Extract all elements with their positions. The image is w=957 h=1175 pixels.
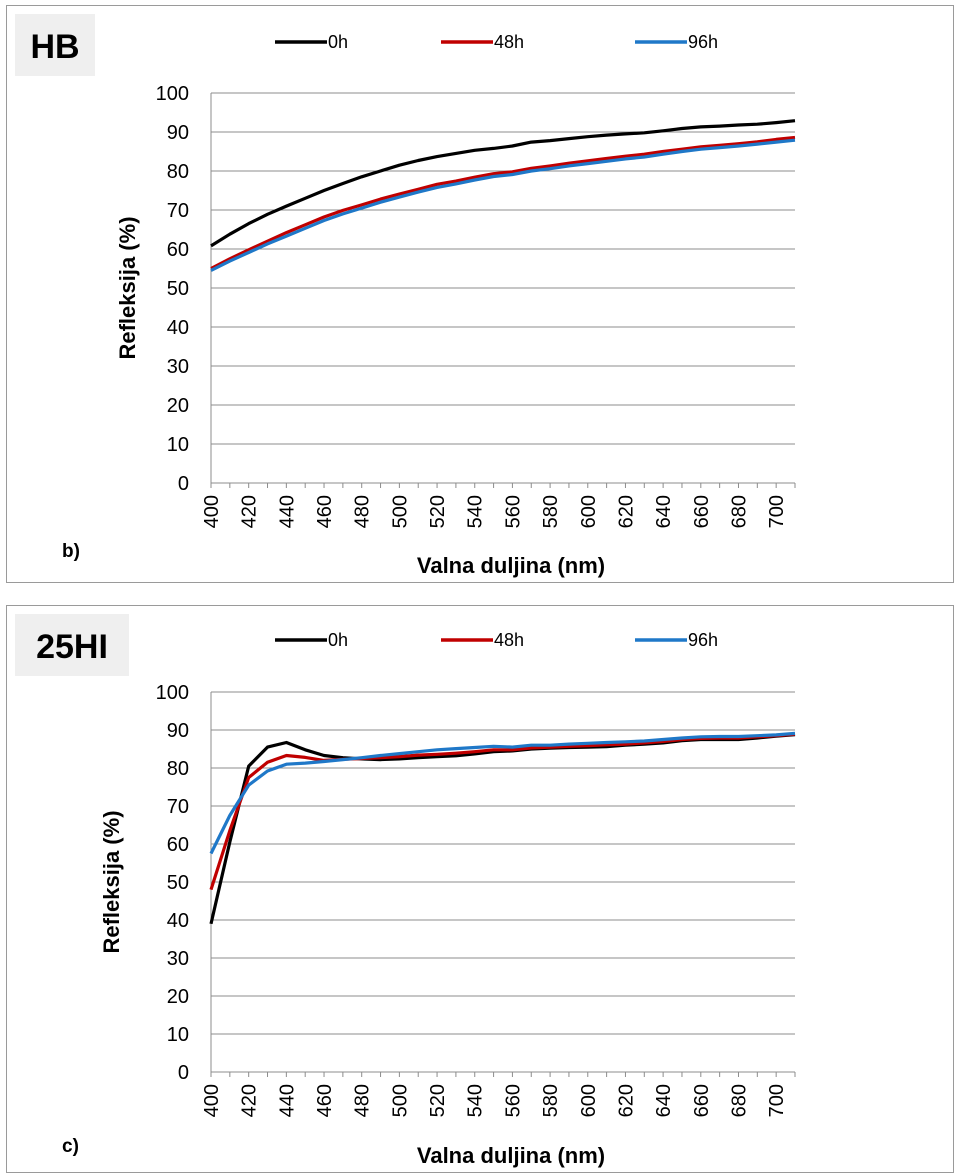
x-tick-label: 560: [502, 495, 524, 528]
x-tick-label: 440: [276, 1084, 298, 1117]
panel-tag: HB: [30, 28, 79, 66]
panel-label: b): [62, 541, 80, 562]
y-tick-label: 40: [167, 910, 189, 932]
x-tick-label: 440: [276, 495, 298, 528]
y-tick-label: 0: [178, 1062, 189, 1084]
y-tick-label: 30: [167, 948, 189, 970]
y-tick-label: 20: [167, 395, 189, 417]
x-tick-label: 700: [766, 1084, 788, 1117]
y-axis-title: Refleksija (%): [99, 810, 124, 953]
x-tick-label: 580: [540, 495, 562, 528]
x-tick-label: 560: [502, 1084, 524, 1117]
series-line-48h: [209, 732, 796, 891]
x-tick-label: 540: [465, 495, 487, 528]
legend-label: 48h: [494, 630, 524, 650]
y-tick-label: 50: [167, 872, 189, 894]
panel-label: c): [62, 1136, 79, 1157]
x-tick-label: 620: [615, 1084, 637, 1117]
x-tick-label: 480: [352, 1084, 374, 1117]
x-tick-label: 620: [615, 495, 637, 528]
chart-panel-c: 25HI 0 10 20 30 40 50 60 70 80 90 100 400 420 440 460 48…: [6, 605, 954, 1173]
x-tick-label: 520: [427, 1084, 449, 1117]
x-tick-label: 660: [691, 495, 713, 528]
legend-label: 0h: [328, 32, 348, 52]
series-line-96h: [209, 731, 796, 855]
x-tick-label: 700: [766, 495, 788, 528]
chart-panel-b: HB 0 10 20 30 40 50 60 70 80 90 100 400 420 440 460 480 5…: [6, 5, 954, 583]
x-tick-label: 600: [578, 1084, 600, 1117]
x-tick-label: 520: [427, 495, 449, 528]
x-tick-label: 680: [728, 495, 750, 528]
y-tick-label: 60: [167, 239, 189, 261]
legend-label: 48h: [494, 32, 524, 52]
x-tick-label: 540: [465, 1084, 487, 1117]
y-tick-label: 100: [156, 83, 189, 105]
x-tick-label: 400: [201, 1084, 223, 1117]
x-tick-label: 660: [691, 1084, 713, 1117]
x-tick-label: 460: [314, 495, 336, 528]
x-tick-label: 680: [728, 1084, 750, 1117]
y-tick-label: 60: [167, 834, 189, 856]
y-tick-label: 100: [156, 682, 189, 704]
y-tick-label: 70: [167, 200, 189, 222]
x-tick-label: 480: [352, 495, 374, 528]
series-line-48h: [210, 135, 796, 270]
x-tick-label: 500: [389, 1084, 411, 1117]
x-tick-label: 600: [578, 495, 600, 528]
y-tick-label: 80: [167, 758, 189, 780]
y-tick-label: 50: [167, 278, 189, 300]
legend-label: 96h: [688, 32, 718, 52]
y-tick-label: 70: [167, 796, 189, 818]
legend-label: 0h: [328, 630, 348, 650]
legend-label: 96h: [688, 630, 718, 650]
x-tick-label: 460: [314, 1084, 336, 1117]
y-tick-label: 30: [167, 356, 189, 378]
x-tick-label: 420: [239, 1084, 261, 1117]
panel-tag-box: [15, 14, 95, 76]
reflectance-chart-25hi: 25HI 0 10 20 30 40 50 60 70 80 90 100 400 420 440 460 48…: [15, 614, 796, 1168]
x-axis-title: Valna duljina (nm): [417, 1143, 605, 1168]
x-tick-label: 640: [653, 495, 675, 528]
x-tick-label: 640: [653, 1084, 675, 1117]
x-tick-label: 500: [389, 495, 411, 528]
y-tick-label: 10: [167, 434, 189, 456]
y-tick-label: 40: [167, 317, 189, 339]
x-axis-title: Valna duljina (nm): [417, 553, 605, 578]
x-tick-label: 400: [201, 495, 223, 528]
y-tick-label: 10: [167, 1024, 189, 1046]
series-line-96h: [210, 138, 796, 272]
panel-tag-box: [15, 614, 129, 676]
y-tick-label: 90: [167, 122, 189, 144]
y-tick-label: 0: [178, 473, 189, 495]
series-line-0h: [210, 119, 796, 248]
y-axis-title: Refleksija (%): [115, 216, 140, 359]
x-tick-label: 420: [239, 495, 261, 528]
y-tick-label: 80: [167, 161, 189, 183]
x-tick-label: 580: [540, 1084, 562, 1117]
reflectance-chart-hb: HB 0 10 20 30 40 50 60 70 80 90 100 400 420 440 460 480 5…: [15, 14, 796, 578]
y-tick-label: 90: [167, 720, 189, 742]
panel-tag: 25HI: [36, 628, 108, 666]
y-tick-label: 20: [167, 986, 189, 1008]
